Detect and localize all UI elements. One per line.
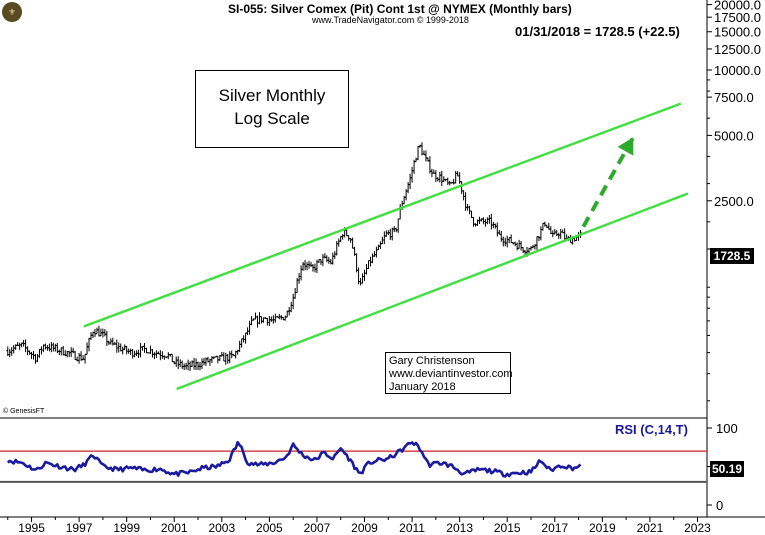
data-copyright: © GenesisFT	[3, 408, 45, 415]
channel-lines	[83, 102, 689, 391]
projection-arrow-icon	[617, 137, 634, 156]
credit-box: Gary Christenson www.deviantinvestor.com…	[385, 352, 513, 394]
price-bars	[6, 142, 583, 372]
annotation-line-2: Log Scale	[234, 109, 310, 128]
price-panel	[0, 0, 707, 417]
x-tick-label: 2017	[541, 521, 568, 535]
rsi-tick-label: 0	[716, 498, 723, 513]
chart-subtitle: www.TradeNavigator.com © 1999-2018	[312, 15, 469, 25]
brand-logo-icon: ⚜	[2, 2, 22, 22]
x-tick-label: 2007	[304, 521, 331, 535]
last-rsi-marker: 50.19	[710, 461, 744, 477]
channel-lower-line	[176, 192, 689, 391]
price-tick-label: 15000.0	[714, 25, 761, 40]
x-tick-label: 1999	[113, 521, 140, 535]
price-tick-label: 17500.0	[714, 10, 761, 25]
rsi-line	[6, 440, 582, 478]
x-tick-label: 2011	[399, 521, 425, 535]
x-tick-label: 2005	[256, 521, 283, 535]
x-tick-label: 2019	[589, 521, 616, 535]
price-readout: 01/31/2018 = 1728.5 (+22.5)	[515, 24, 680, 39]
x-tick-label: 2003	[208, 521, 235, 535]
x-tick-label: 2023	[684, 521, 711, 535]
rsi-label: RSI (C,14,T)	[615, 422, 688, 437]
x-axis: 1995 1997 1999 2001 2003 2005 2007 2009 2011 2013…	[7, 517, 711, 535]
channel-upper-line	[83, 102, 682, 328]
credit-author: Gary Christenson	[389, 355, 475, 367]
price-tick-label: 7500.0	[714, 90, 754, 105]
credit-date: January 2018	[389, 381, 456, 393]
x-tick-label: 2015	[494, 521, 521, 535]
price-tick-label: 10000.0	[714, 63, 761, 78]
price-tick-label: 2500.0	[714, 194, 754, 209]
price-tick-label: 12500.0	[714, 42, 761, 57]
chart-annotation-box: Silver Monthly Log Scale	[195, 70, 349, 148]
x-tick-label: 1997	[66, 521, 93, 535]
x-tick-label: 1995	[18, 521, 45, 535]
price-tick-label: 20000.0	[714, 0, 761, 13]
chart-title: SI-055: Silver Comex (Pit) Cont 1st @ NY…	[228, 2, 572, 16]
credit-website: www.deviantinvestor.com	[389, 368, 513, 380]
annotation-line-1: Silver Monthly	[218, 86, 326, 105]
last-price-marker: 1728.5	[710, 248, 754, 264]
rsi-tick-label: 100	[716, 421, 738, 436]
x-tick-label: 2001	[161, 521, 188, 535]
price-tick-label: 5000.0	[714, 128, 754, 143]
x-tick-label: 2009	[351, 521, 378, 535]
x-tick-label: 2013	[446, 521, 473, 535]
x-tick-label: 2021	[637, 521, 664, 535]
